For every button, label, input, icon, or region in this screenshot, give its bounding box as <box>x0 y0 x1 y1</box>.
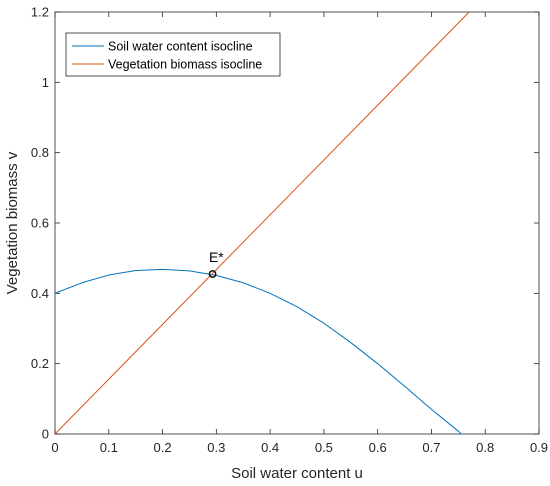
series-line-vegetation-biomass-isocline <box>55 12 470 434</box>
y-tick-label: 0.6 <box>31 216 49 231</box>
y-tick-label: 1.2 <box>31 5 49 20</box>
x-axis-ticks: 0 0.1 0.2 0.3 0.4 0.5 0.6 0.7 0.8 0.9 <box>51 12 548 455</box>
x-tick-label: 0.3 <box>207 440 225 455</box>
y-tick-label: 0.4 <box>31 286 49 301</box>
y-tick-label: 0 <box>42 427 49 442</box>
x-tick-label: 0.9 <box>530 440 548 455</box>
y-axis-label: Vegetation biomass v <box>4 151 21 294</box>
legend-label-soil-water: Soil water content isocline <box>108 40 253 54</box>
series-layer <box>55 12 470 434</box>
y-tick-label: 1 <box>42 75 49 90</box>
x-axis-label: Soil water content u <box>231 465 363 482</box>
x-tick-label: 0 <box>51 440 58 455</box>
y-tick-label: 0.8 <box>31 145 49 160</box>
legend: Soil water content isocline Vegetation b… <box>65 32 281 77</box>
y-tick-label: 0.2 <box>31 356 49 371</box>
legend-box <box>65 32 281 77</box>
x-tick-label: 0.1 <box>100 440 118 455</box>
annotation-layer: E* <box>208 249 224 278</box>
x-tick-label: 0.6 <box>369 440 387 455</box>
x-tick-label: 0.5 <box>315 440 333 455</box>
y-axis-ticks: 0 0.2 0.4 0.6 0.8 1 1.2 <box>31 5 539 442</box>
x-tick-label: 0.7 <box>422 440 440 455</box>
x-tick-label: 0.8 <box>476 440 494 455</box>
plot-area <box>54 11 540 435</box>
equilibrium-point-marker <box>208 270 217 278</box>
series-line-soil-water-isocline <box>55 268 462 434</box>
x-tick-label: 0.2 <box>154 440 172 455</box>
legend-label-vegetation: Vegetation biomass isocline <box>108 58 262 72</box>
equilibrium-label: E* <box>209 249 224 265</box>
x-tick-label: 0.4 <box>261 440 279 455</box>
